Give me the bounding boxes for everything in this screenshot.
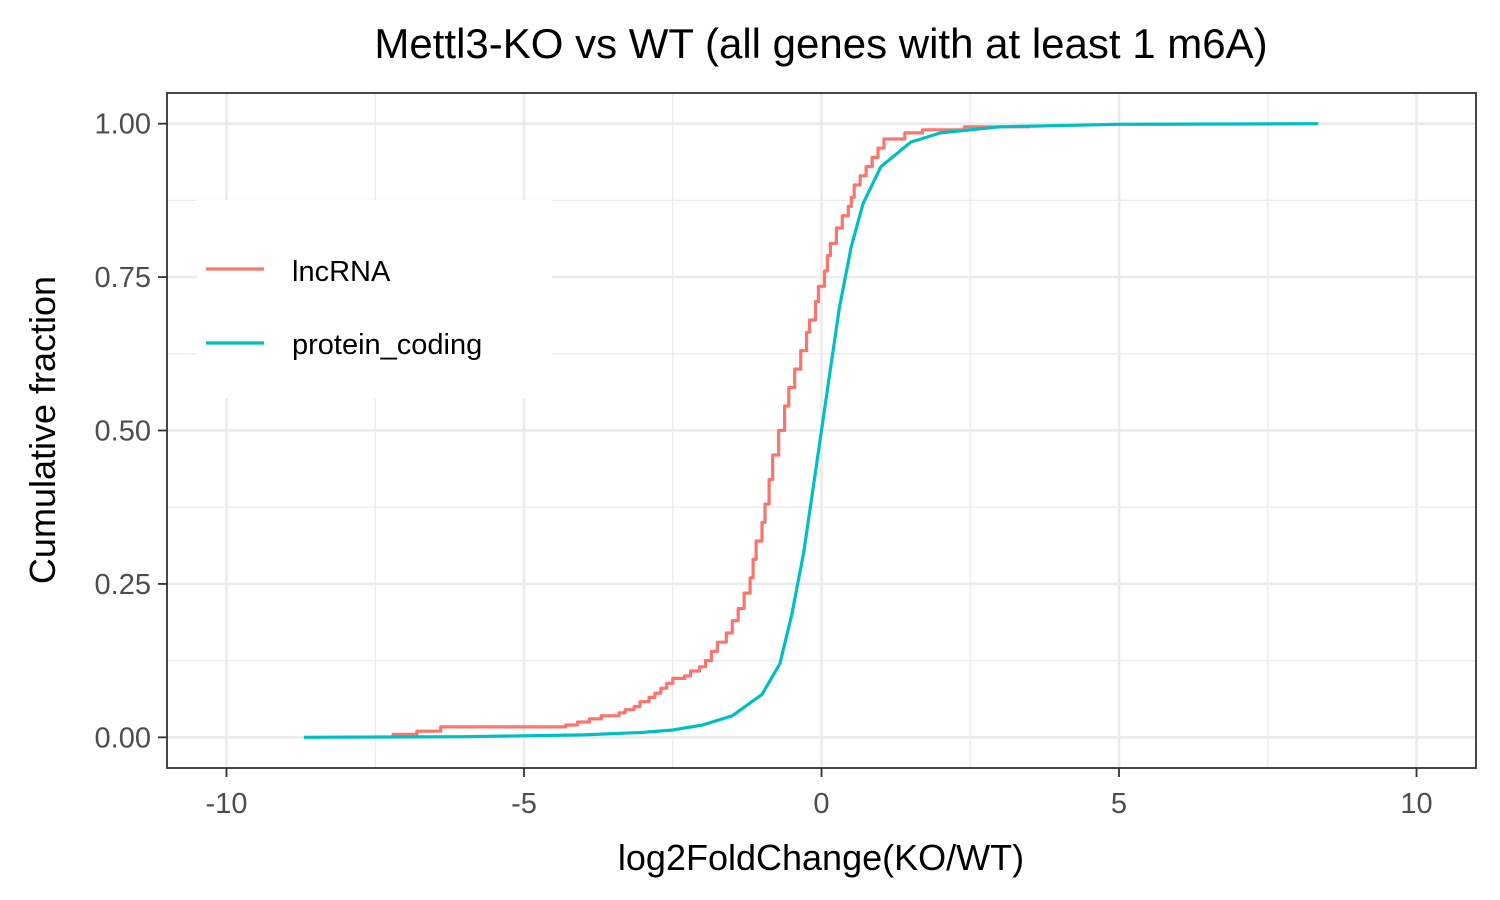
y-axis: 0.00 0.25 0.50 0.75 1.00 — [95, 109, 167, 754]
x-tick-label: -5 — [511, 788, 537, 820]
y-tick-label: 0.50 — [95, 416, 151, 448]
y-tick-label: 1.00 — [95, 109, 151, 141]
y-tick-label: 0.25 — [95, 569, 151, 601]
legend-label-lncRNA: lncRNA — [292, 256, 391, 288]
x-tick-label: 5 — [1111, 788, 1127, 820]
x-tick-label: 0 — [813, 788, 829, 820]
y-tick-label: 0.75 — [95, 262, 151, 294]
x-axis-title: log2FoldChange(KO/WT) — [618, 837, 1024, 878]
legend-background — [197, 200, 552, 398]
series-layer — [303, 122, 1319, 739]
plot-panel — [166, 92, 1477, 769]
legend: lncRNA protein_coding — [197, 200, 552, 398]
series-line-protein-coding — [303, 122, 1319, 739]
y-tick-label: 0.00 — [95, 722, 151, 754]
x-axis: -10 -5 0 5 10 — [206, 768, 1433, 820]
y-axis-title: Cumulative fraction — [22, 276, 63, 584]
chart-title: Mettl3-KO vs WT (all genes with at least… — [374, 20, 1267, 67]
x-tick-label: -10 — [206, 788, 248, 820]
x-tick-label: 10 — [1400, 788, 1432, 820]
legend-label-protein-coding: protein_coding — [292, 329, 482, 361]
series-line-lncrna — [391, 125, 1030, 738]
